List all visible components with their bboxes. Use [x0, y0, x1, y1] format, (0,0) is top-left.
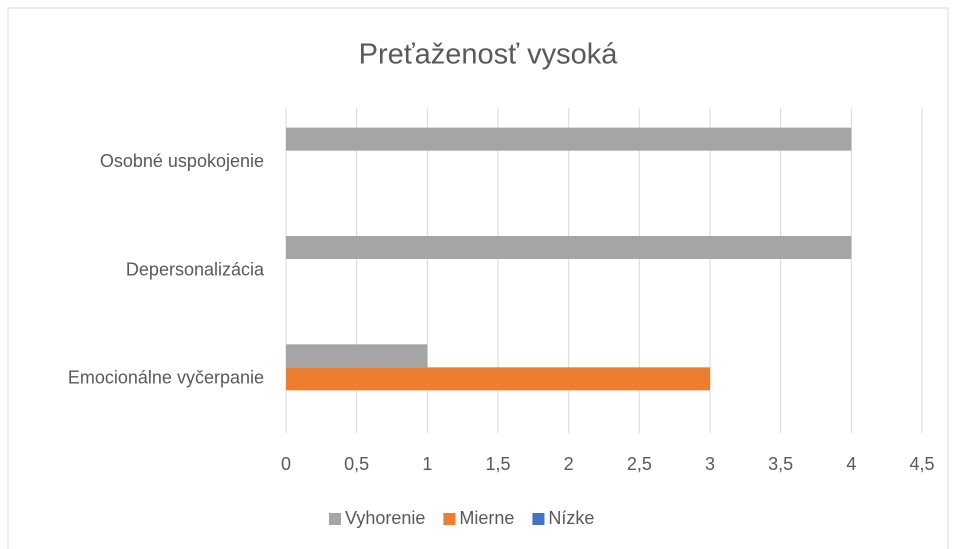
- x-tick-label: 4: [846, 454, 856, 474]
- y-tick-label: Depersonalizácia: [126, 259, 265, 279]
- y-tick-label: Osobné uspokojenie: [100, 151, 264, 171]
- x-tick-label: 3: [705, 454, 715, 474]
- chart-frame: [7, 7, 949, 549]
- x-tick-label: 0: [281, 454, 291, 474]
- y-tick-label: Emocionálne vyčerpanie: [68, 368, 264, 388]
- x-tick-label: 2,5: [627, 454, 652, 474]
- bar: [286, 127, 852, 151]
- legend-label: Vyhorenie: [345, 508, 425, 528]
- legend-label: Mierne: [459, 508, 514, 528]
- bar: [286, 367, 710, 391]
- bar: [286, 344, 428, 368]
- legend-label: Nízke: [548, 508, 594, 528]
- x-tick-label: 0,5: [344, 454, 369, 474]
- x-tick-label: 1,5: [485, 454, 510, 474]
- legend-swatch: [532, 513, 545, 525]
- x-tick-label: 3,5: [768, 454, 793, 474]
- legend-swatch: [443, 513, 456, 525]
- x-tick-label: 2: [564, 454, 574, 474]
- bar: [286, 236, 852, 259]
- x-tick-label: 1: [422, 454, 432, 474]
- legend-swatch: [329, 513, 341, 525]
- chart-title: Preťaženosť vysoká: [359, 39, 619, 71]
- x-tick-label: 4,5: [909, 454, 934, 474]
